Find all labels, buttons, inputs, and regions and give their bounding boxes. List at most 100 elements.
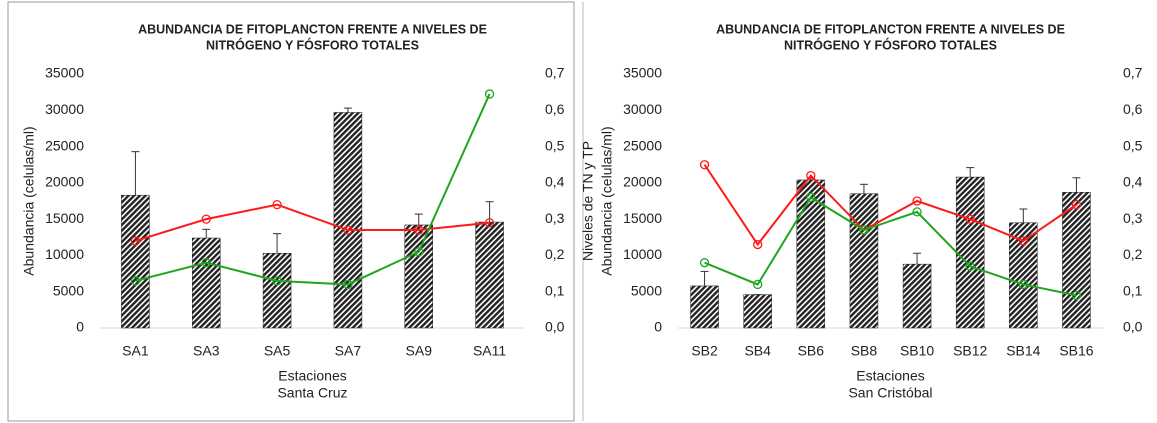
y-tick-label: 10000 (623, 246, 662, 262)
series-marker (965, 214, 975, 224)
series-marker (1018, 279, 1028, 290)
y2-tick-label: 0,5 (545, 137, 565, 153)
y-tick-label: 35000 (45, 65, 84, 81)
series-marker (201, 214, 211, 224)
bar (690, 285, 719, 329)
series-line (703, 164, 1078, 247)
y2-tick-label: 0,4 (1123, 174, 1143, 190)
series-marker (484, 89, 495, 99)
chart-title: NITRÓGENO Y FÓSFORO TOTALES (206, 37, 419, 52)
series-marker (912, 196, 922, 206)
bar (849, 193, 879, 329)
series-marker (912, 207, 922, 217)
x-tick-label: SA11 (473, 343, 506, 359)
y2-tick-label: 0,6 (545, 101, 565, 117)
chart-title: ABUNDANCIA DE FITOPLANCTON FRENTE A NIVE… (138, 22, 487, 36)
series-marker (753, 239, 763, 250)
y2-tick-label: 0,2 (1123, 246, 1143, 262)
series-marker (753, 279, 763, 290)
y2-tick-label: 0,6 (1123, 101, 1143, 117)
x-axis-label: Estaciones (856, 368, 924, 384)
error-bar (131, 151, 140, 196)
x-tick-label: SA7 (335, 343, 362, 359)
series-marker (859, 225, 869, 235)
bar (1062, 192, 1091, 329)
y-tick-label: 30000 (623, 101, 662, 117)
x-tick-label: SA9 (406, 343, 433, 359)
y2-tick-label: 0,0 (1123, 319, 1143, 335)
y2-tick-label: 0,5 (1123, 137, 1143, 153)
error-bar (1072, 177, 1081, 193)
y-tick-label: 25000 (623, 137, 662, 153)
series-marker (1018, 236, 1028, 246)
series-marker (343, 225, 353, 235)
y2-tick-label: 0,4 (545, 174, 565, 190)
y-tick-label: 10000 (45, 246, 84, 262)
error-bar (859, 183, 868, 194)
y2-tick-label: 0,7 (545, 65, 565, 81)
y-tick-label: 0 (654, 319, 662, 335)
error-bar (1019, 208, 1028, 223)
error-bar (700, 270, 709, 286)
series-marker (414, 225, 424, 235)
y-tick-label: 20000 (623, 174, 662, 190)
series-marker (1071, 199, 1082, 210)
x-tick-label: SB16 (1059, 343, 1093, 359)
y-tick-label: 5000 (53, 282, 84, 298)
y2-axis-label: Niveles de TN y TP (580, 141, 596, 261)
error-bar (966, 167, 975, 178)
series-marker (1071, 290, 1082, 300)
bar (902, 263, 932, 329)
y2-tick-label: 0,2 (545, 246, 565, 262)
series-marker (806, 192, 816, 203)
x-tick-label: SA1 (122, 343, 149, 359)
y2-tick-label: 0,7 (1123, 65, 1143, 81)
bar (743, 294, 772, 329)
y-tick-label: 35000 (623, 65, 662, 81)
bar (333, 112, 363, 329)
error-bar (913, 252, 922, 265)
bar (475, 221, 504, 329)
y2-tick-label: 0,3 (545, 210, 565, 226)
bar (121, 194, 150, 329)
x-tick-label: SB4 (744, 343, 771, 359)
chart-title: NITRÓGENO Y FÓSFORO TOTALES (784, 37, 997, 52)
x-tick-label: SB10 (900, 343, 934, 359)
y-tick-label: 15000 (623, 210, 662, 226)
series-marker (806, 170, 816, 181)
x-tick-label: SB6 (798, 343, 825, 359)
series-marker (965, 261, 975, 271)
panel-frame (7, 1, 575, 422)
x-tick-label: SA3 (193, 343, 220, 359)
y2-tick-label: 0,1 (1123, 282, 1143, 298)
y-tick-label: 30000 (45, 101, 84, 117)
bar (404, 224, 433, 329)
x-tick-label: SA5 (264, 343, 291, 359)
series-marker (201, 258, 211, 268)
series-marker (699, 160, 710, 170)
y-tick-label: 20000 (45, 174, 84, 190)
series-marker (414, 247, 424, 257)
bar (262, 253, 292, 329)
series-marker (272, 199, 282, 210)
x-tick-label: SB2 (691, 343, 718, 359)
y-axis-label: Abundancia (celulas/ml) (599, 126, 615, 275)
bar (1009, 222, 1038, 329)
y-axis-label: Abundancia (celulas/ml) (21, 126, 37, 275)
series-line (704, 195, 1077, 297)
y-tick-label: 0 (76, 319, 84, 335)
series-marker (130, 276, 141, 286)
error-bar (414, 213, 423, 225)
bar (955, 176, 985, 329)
x-axis-label: Estaciones (278, 368, 346, 384)
y2-tick-label: 0,1 (545, 282, 565, 298)
x-axis-sublabel: San Cristóbal (848, 385, 932, 401)
series-marker (484, 218, 495, 228)
series-marker (130, 236, 141, 246)
bar (796, 179, 826, 329)
x-tick-label: SB14 (1006, 343, 1040, 359)
y2-tick-label: 0,0 (545, 319, 565, 335)
series-marker (343, 279, 353, 290)
